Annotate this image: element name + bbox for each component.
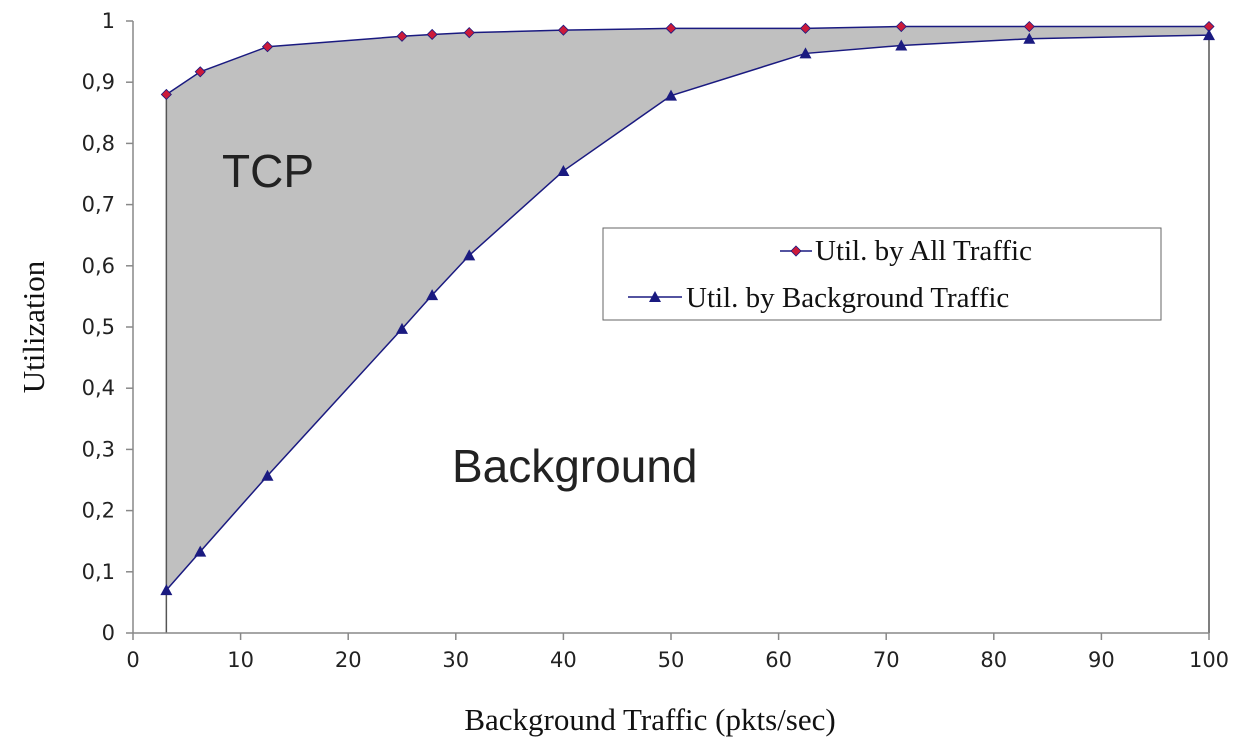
- y-tick-label: 1: [102, 9, 115, 33]
- marker-background-traffic: [1023, 32, 1036, 44]
- y-axis-ticks: 0 0,1 0,2 0,3 0,4 0,5 0,6 0,7 0,8 0,9 1: [82, 9, 133, 645]
- legend-label-all-traffic: Util. by All Traffic: [815, 235, 1032, 267]
- x-tick-label: 10: [227, 648, 254, 672]
- x-tick-label: 30: [442, 648, 469, 672]
- x-axis-ticks: 0 10 20 30 40 50 60 70 80 90 100: [126, 633, 1229, 672]
- x-tick-label: 50: [658, 648, 685, 672]
- series-line-all-traffic: [165, 25, 1209, 96]
- marker-background-traffic: [799, 47, 812, 59]
- y-tick-label: 0: [102, 621, 115, 645]
- x-tick-label: 70: [873, 648, 900, 672]
- tcp-region-label: TCP: [222, 145, 314, 197]
- x-tick-label: 0: [126, 648, 139, 672]
- marker-all-traffic: [799, 22, 812, 34]
- x-tick-label: 80: [980, 648, 1007, 672]
- marker-background-traffic: [1203, 29, 1215, 41]
- marker-background-traffic: [426, 289, 439, 301]
- marker-background-traffic: [160, 584, 173, 596]
- background-region-label: Background: [452, 440, 698, 492]
- marker-all-traffic: [396, 30, 408, 42]
- series-line-background-traffic: [165, 34, 1210, 591]
- marker-background-traffic: [194, 545, 207, 557]
- marker-all-traffic: [160, 88, 172, 101]
- legend-label-background-traffic: Util. by Background Traffic: [686, 282, 1009, 314]
- marker-all-traffic: [463, 27, 475, 39]
- marker-all-traffic: [426, 28, 438, 41]
- marker-all-traffic: [665, 22, 677, 34]
- y-tick-label: 0,3: [82, 437, 115, 461]
- legend: Util. by All Traffic Util. by Background…: [602, 227, 1162, 321]
- marker-background-traffic: [396, 322, 408, 334]
- y-tick-label: 0,4: [82, 376, 115, 400]
- marker-all-traffic: [895, 20, 907, 33]
- marker-background-traffic: [895, 39, 908, 51]
- y-tick-label: 0,9: [82, 70, 115, 94]
- legend-box: [602, 227, 1162, 321]
- marker-all-traffic: [261, 41, 274, 53]
- marker-all-traffic: [194, 66, 206, 78]
- y-axis-title: Utilization: [16, 260, 51, 393]
- x-tick-label: 90: [1088, 648, 1115, 672]
- series-markers: [160, 20, 1215, 596]
- y-tick-label: 0,2: [82, 499, 115, 523]
- legend-marker-all-traffic: [790, 245, 802, 257]
- marker-background-traffic: [557, 164, 570, 176]
- y-tick-label: 0,5: [82, 315, 115, 339]
- marker-background-traffic: [665, 89, 677, 101]
- x-tick-label: 40: [550, 648, 577, 672]
- x-axis-title: Background Traffic (pkts/sec): [464, 702, 835, 737]
- x-tick-label: 100: [1189, 648, 1229, 672]
- y-tick-label: 0,6: [82, 254, 115, 278]
- y-tick-label: 0,7: [82, 193, 115, 217]
- marker-all-traffic: [557, 24, 569, 36]
- marker-all-traffic: [1023, 20, 1035, 33]
- y-tick-label: 0,1: [82, 560, 115, 584]
- marker-background-traffic: [463, 249, 476, 261]
- x-tick-label: 60: [765, 648, 792, 672]
- y-tick-label: 0,8: [82, 131, 115, 155]
- marker-background-traffic: [261, 469, 274, 481]
- legend-marker-background-traffic: [649, 291, 661, 302]
- tcp-shaded-area: [166, 26, 1210, 591]
- x-tick-label: 20: [335, 648, 362, 672]
